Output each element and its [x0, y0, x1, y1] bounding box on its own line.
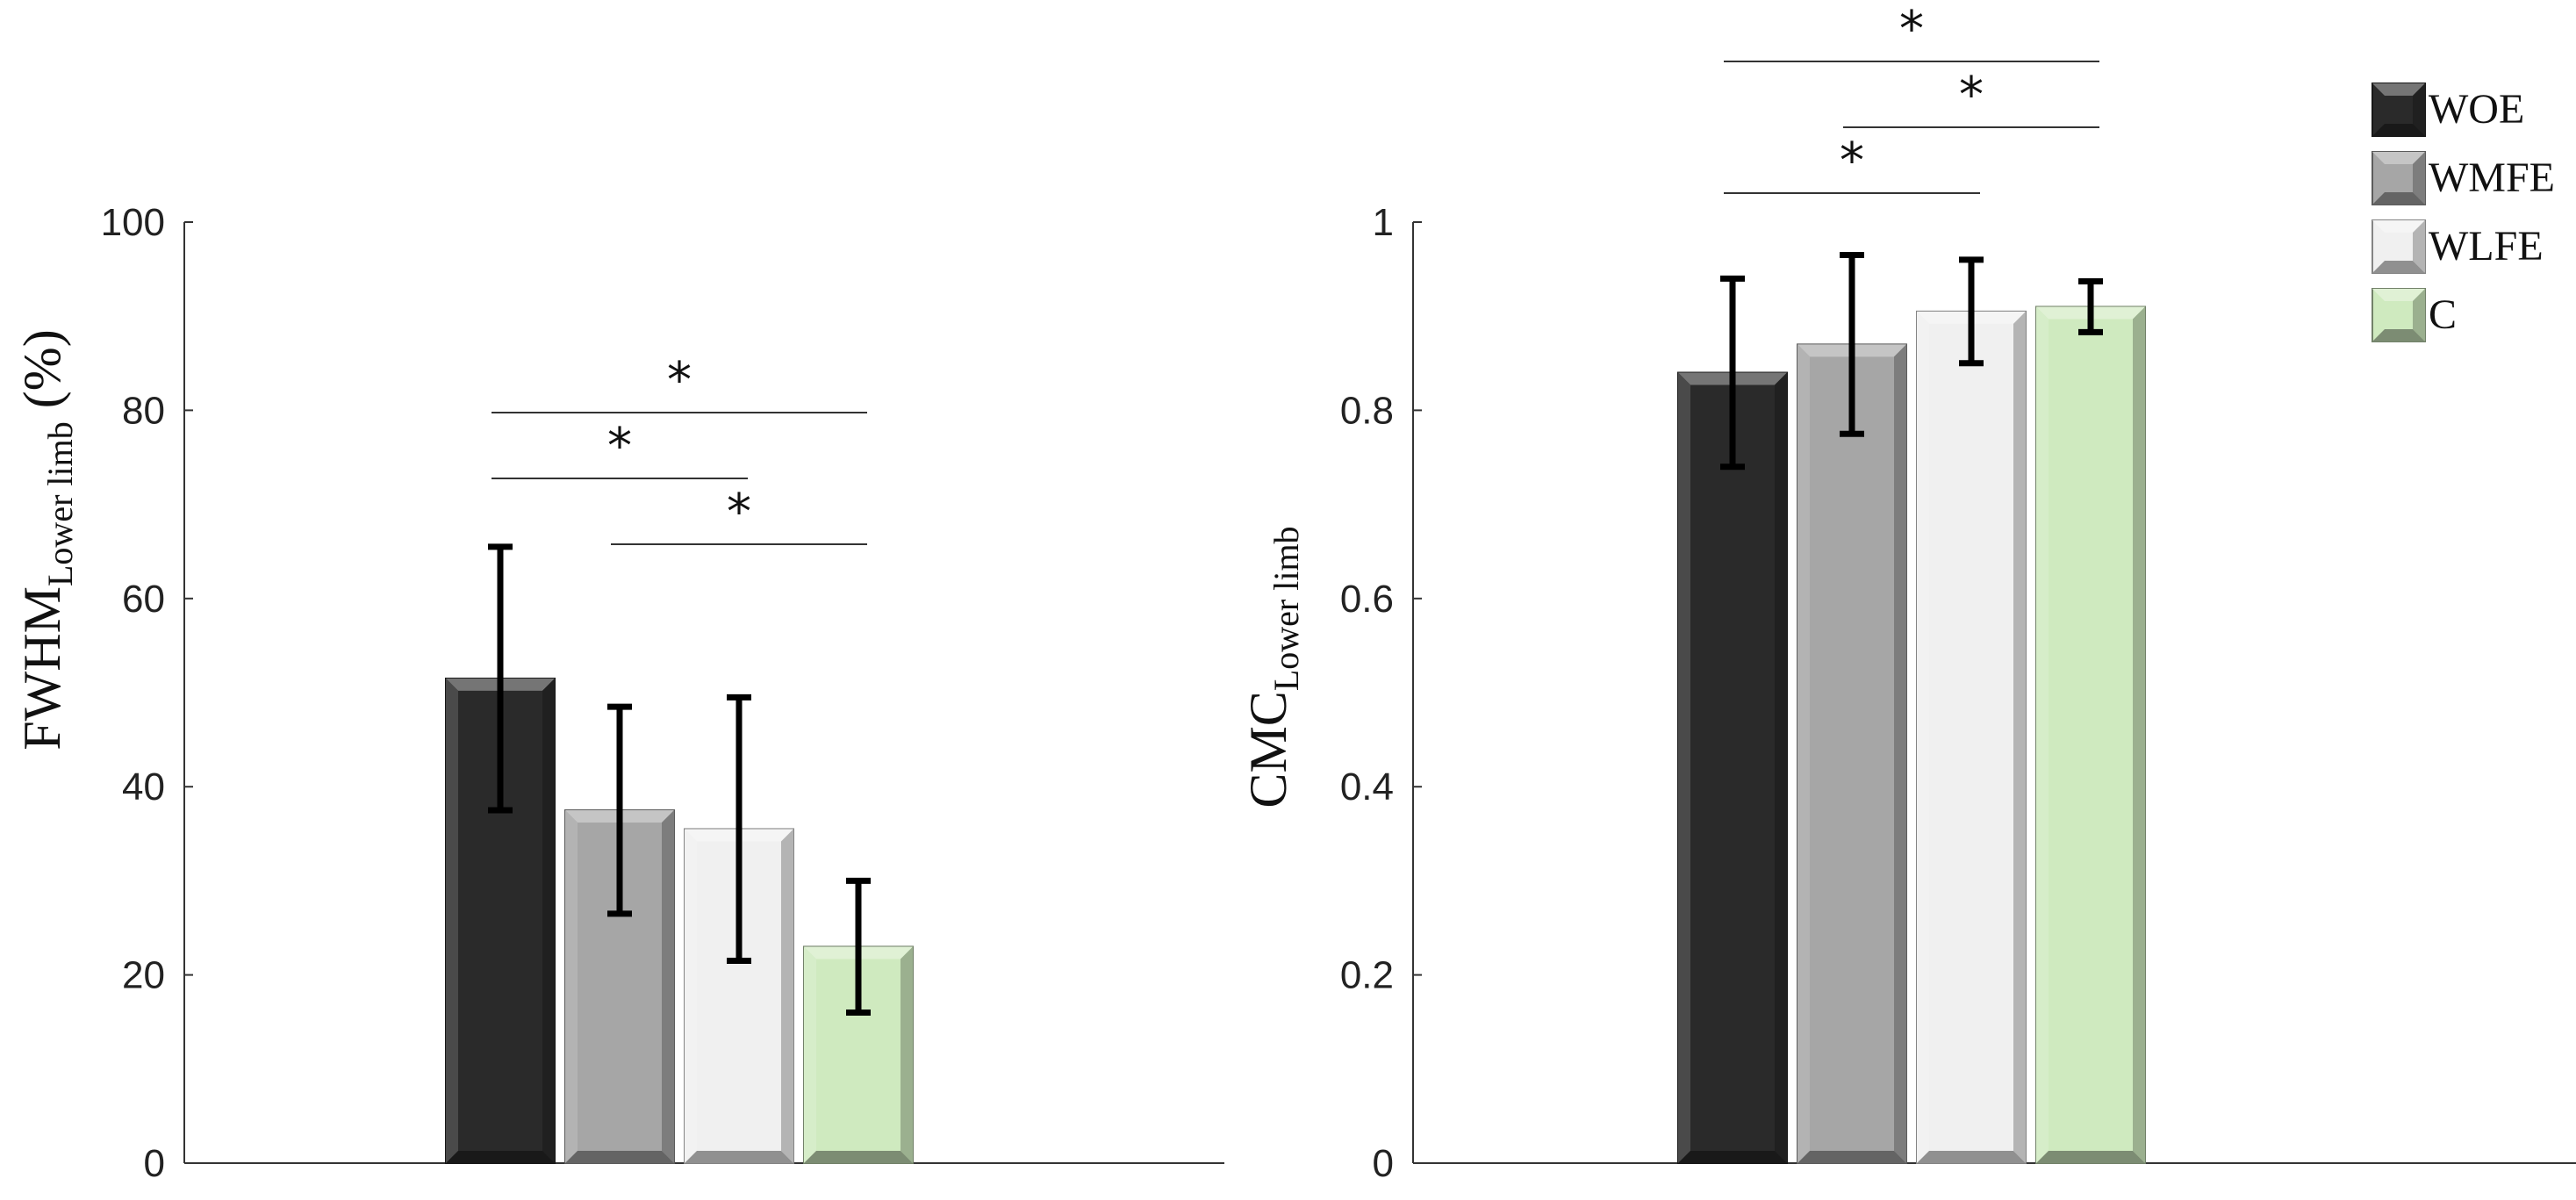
bar-bevel-right [662, 810, 674, 1163]
bar-wmfe [1797, 252, 1907, 1164]
bar-bevel-bottom [446, 1151, 555, 1163]
bar-bevel-bottom [804, 1151, 913, 1163]
bar-woe [1677, 275, 1788, 1164]
legend-bevel-right [2413, 83, 2425, 136]
significance-star: * [607, 418, 632, 475]
legend-bevel-bottom [2372, 192, 2425, 205]
bar-bevel-bottom [1678, 1151, 1787, 1163]
y-tick-label: 0.6 [1340, 578, 1394, 621]
bar-body [2035, 305, 2146, 1165]
y-tick-label: 60 [122, 578, 165, 621]
bar-bevel-right [2133, 306, 2145, 1164]
legend-bevel-bottom [2372, 329, 2425, 341]
legend-bevel-top [2372, 152, 2425, 164]
cmc-panel: 0 0.2 0.4 0.6 0.8 1 CMCLower limb * * * [1239, 1, 2576, 1185]
bar-bevel-left [1797, 344, 1810, 1163]
legend-bevel-top [2372, 289, 2425, 301]
bar-c [2035, 278, 2146, 1165]
legend-bevel-right [2413, 152, 2425, 205]
significance-star: * [727, 484, 751, 541]
bar-bevel-right [901, 946, 913, 1163]
bar-bevel-left [2036, 306, 2049, 1164]
y-tick-label: 40 [122, 765, 165, 808]
bar-body [1797, 343, 1907, 1164]
y-tick-label: 0 [1373, 1142, 1394, 1185]
y-tick-label: 0.4 [1340, 765, 1394, 808]
legend-item-c: C [2371, 288, 2457, 342]
y-tick-label: 80 [122, 389, 165, 432]
bar-bevel-left [1917, 311, 1929, 1164]
bar-bevel-left [685, 829, 697, 1163]
legend-item-woe: WOE [2371, 83, 2524, 137]
bar-c [803, 877, 914, 1164]
legend-bevel-bottom [2372, 261, 2425, 273]
fwhm-panel: 0 20 40 60 80 100 FWHMLower limb (%) * * * [13, 201, 1224, 1185]
significance-star: * [1899, 1, 1924, 58]
bar-bevel-right [1894, 344, 1906, 1163]
bar-bevel-right [1775, 372, 1787, 1163]
y-tick-label: 20 [122, 954, 165, 997]
legend-label: WOE [2429, 86, 2524, 133]
legend-bevel-top [2372, 220, 2425, 233]
bar-bevel-left [446, 678, 458, 1163]
bar-bevel-bottom [565, 1151, 674, 1163]
bar-bevel-right [2013, 311, 2026, 1164]
y-tick-label: 0.2 [1340, 954, 1394, 997]
y-tick-label: 1 [1373, 201, 1394, 244]
significance-star: * [1959, 67, 1984, 124]
legend-bevel-right [2413, 220, 2425, 273]
legend-item-wlfe: WLFE [2371, 219, 2544, 274]
legend-label: WLFE [2429, 223, 2544, 269]
legend-item-wmfe: WMFE [2371, 151, 2555, 205]
bar-woe [445, 543, 556, 1164]
y-axis-label: CMCLower limb [1239, 526, 1306, 808]
legend-bevel-right [2413, 289, 2425, 341]
bar-body [1677, 371, 1788, 1164]
bar-bevel-left [804, 946, 816, 1163]
bar-bevel-right [542, 678, 555, 1163]
bar-bevel-bottom [1917, 1151, 2026, 1163]
legend-label: WMFE [2429, 154, 2555, 201]
bar-bevel-bottom [1797, 1151, 1906, 1163]
y-tick-label: 100 [101, 201, 165, 244]
bar-wlfe [1916, 256, 2027, 1164]
bar-bevel-bottom [2036, 1151, 2145, 1163]
significance-star: * [1840, 133, 1864, 190]
y-tick-label: 0.8 [1340, 389, 1394, 432]
bar-body [1916, 310, 2027, 1164]
bar-bevel-bottom [685, 1151, 793, 1163]
y-axis-label: FWHMLower limb (%) [13, 329, 80, 750]
bar-bevel-left [1678, 372, 1690, 1163]
legend-bevel-bottom [2372, 124, 2425, 136]
legend-bevel-top [2372, 83, 2425, 96]
y-tick-label: 0 [144, 1142, 165, 1185]
legend: WOE WMFE WLFE C [2371, 83, 2555, 342]
bar-wlfe [684, 693, 794, 1164]
bar-bevel-right [781, 829, 793, 1163]
bar-bevel-left [565, 810, 578, 1163]
bar-wmfe [564, 703, 675, 1164]
significance-star: * [667, 352, 692, 409]
legend-label: C [2429, 291, 2457, 338]
